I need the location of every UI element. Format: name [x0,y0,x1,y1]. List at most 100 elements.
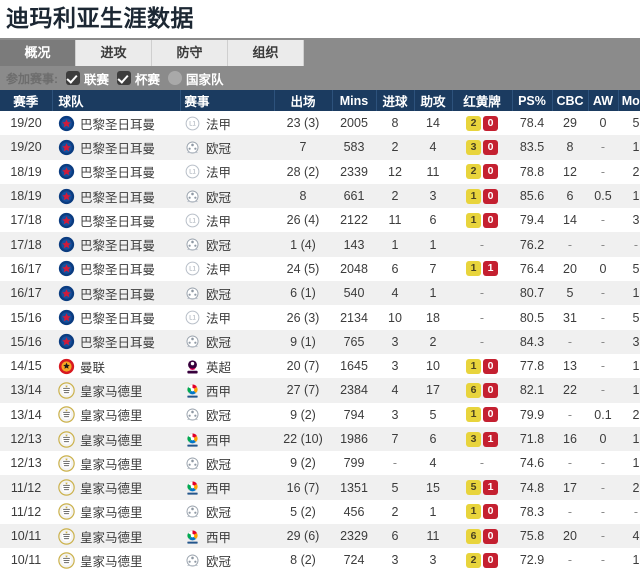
cell-team[interactable]: 巴黎圣日耳曼 [52,257,180,281]
cell-team[interactable]: 巴黎圣日耳曼 [52,184,180,208]
column-header-3[interactable]: 出场 [274,90,333,111]
column-header-10[interactable]: AW [588,90,619,111]
cell-team[interactable]: 皇家马德里 [52,378,180,402]
checkbox-checked-icon[interactable] [117,71,132,85]
tab-0[interactable]: 概况 [0,40,76,66]
cell-competition[interactable]: 英超 [180,354,274,378]
cell-team[interactable]: 皇家马德里 [52,475,180,499]
cell-competition[interactable]: 西甲 [180,475,274,499]
filter-option-2[interactable]: 国家队 [168,69,224,88]
cell-team[interactable]: 巴黎圣日耳曼 [52,305,180,329]
cell-aw: - [600,553,606,568]
cell-competition[interactable]: 欧冠 [180,500,274,524]
competition-logo-champions-league [186,457,199,470]
cell-competition[interactable]: L1 法甲 [180,160,274,184]
cell-team[interactable]: 皇家马德里 [52,524,180,548]
filter-option-0[interactable]: 联赛 [66,69,109,88]
cell-assists: 1 [429,286,437,301]
tab-1[interactable]: 进攻 [76,40,152,66]
cell-competition[interactable]: 欧冠 [180,232,274,256]
yellow-card-badge: 2 [466,115,481,131]
column-header-0[interactable]: 赛季 [0,90,53,111]
checkbox-checked-icon[interactable] [66,71,80,85]
cell-team[interactable]: 皇家马德里 [52,403,180,427]
column-header-2[interactable]: 赛事 [180,90,275,111]
cell-team[interactable]: 巴黎圣日耳曼 [52,208,180,232]
cell-aw: - [600,140,606,155]
cell-season: 19/20 [10,116,42,131]
filter-option-1[interactable]: 杯赛 [117,69,160,88]
cell-competition[interactable]: L1 法甲 [180,305,274,329]
cell-competition[interactable]: 欧冠 [180,184,274,208]
cell-minutes: 2005 [340,116,368,131]
cell-competition[interactable]: 欧冠 [180,548,274,572]
cell-team[interactable]: 巴黎圣日耳曼 [52,135,180,159]
tab-2[interactable]: 防守 [152,40,228,66]
cell-competition[interactable]: 西甲 [180,524,274,548]
tab-3[interactable]: 组织 [228,40,304,66]
cell-competition[interactable]: L1 法甲 [180,208,274,232]
column-header-5[interactable]: 进球 [376,90,415,111]
cell-team[interactable]: 曼联 [52,354,180,378]
competition-name: 法甲 [206,214,232,229]
column-header-1[interactable]: 球队 [52,90,181,111]
cell-pass-success: 75.8 [519,529,545,544]
competition-logo-ligue1: L1 [185,262,200,276]
cell-competition[interactable]: 西甲 [180,427,274,451]
cell-competition[interactable]: 欧冠 [180,330,274,354]
competition-name: 欧冠 [206,409,232,424]
team-logo-real-madrid [58,503,75,521]
column-header-8[interactable]: PS% [512,90,553,111]
column-header-9[interactable]: CBC [552,90,589,111]
cell-team[interactable]: 皇家马德里 [52,451,180,475]
cell-competition[interactable]: 欧冠 [180,135,274,159]
column-header-7[interactable]: 红黄牌 [452,90,513,111]
cell-team[interactable]: 皇家马德里 [52,500,180,524]
column-header-6[interactable]: 助攻 [414,90,453,111]
cell-competition[interactable]: 欧冠 [180,403,274,427]
red-card-badge: 1 [483,261,498,277]
red-card-badge: 0 [483,212,498,228]
cell-team[interactable]: 巴黎圣日耳曼 [52,281,180,305]
cell-goals: 1 [391,237,399,252]
cell-team[interactable]: 皇家马德里 [52,427,180,451]
cell-team[interactable]: 巴黎圣日耳曼 [52,330,180,354]
cell-team[interactable]: 巴黎圣日耳曼 [52,232,180,256]
team-name: 皇家马德里 [80,482,143,497]
cell-competition[interactable]: 欧冠 [180,451,274,475]
cell-season: 15/16 [10,310,42,325]
red-card-badge: 0 [483,407,498,423]
yellow-card-badge: 6 [466,382,481,398]
column-header-4[interactable]: Mins [332,90,377,111]
cell-team[interactable]: 巴黎圣日耳曼 [52,160,180,184]
cell-team[interactable]: 皇家马德里 [52,548,180,572]
cell-competition[interactable]: L1 法甲 [180,257,274,281]
cell-competition[interactable]: 西甲 [180,378,274,402]
cell-team[interactable]: 巴黎圣日耳曼 [52,111,180,135]
cell-minutes: 765 [343,334,365,349]
column-header-11[interactable]: MoM [618,90,640,111]
checkbox-unchecked-icon[interactable] [168,71,183,85]
cell-competition[interactable]: 欧冠 [180,281,274,305]
competition-name: 法甲 [206,263,232,278]
cell-competition[interactable]: L1 法甲 [180,111,274,135]
